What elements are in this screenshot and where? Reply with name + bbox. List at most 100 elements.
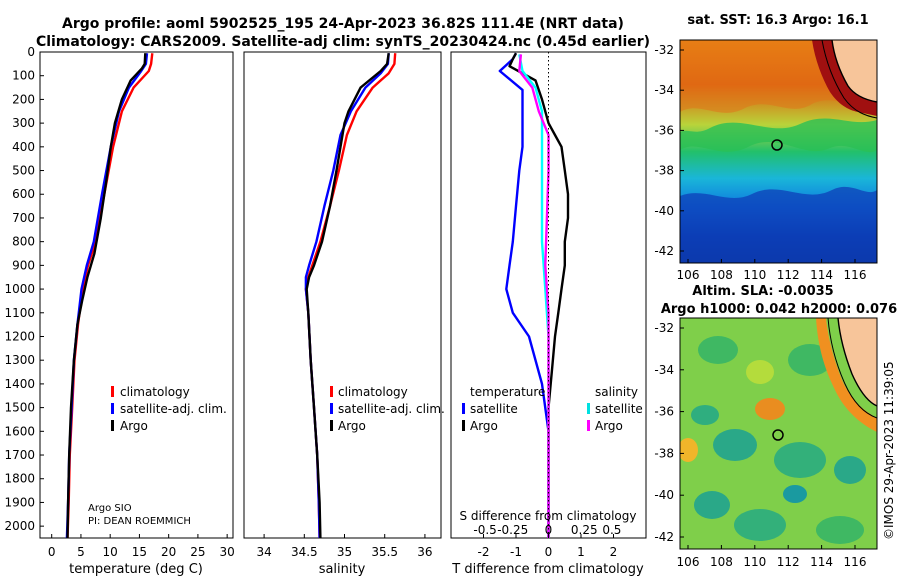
lon-tick-label: 108 (710, 268, 733, 282)
legend-label-satellite: satellite-adj. clim. (120, 402, 227, 416)
depth-tick-label: 1900 (4, 495, 35, 509)
sla-blob (834, 456, 866, 484)
lon-tick-label: 110 (743, 555, 766, 569)
lon-tick-label: 114 (810, 555, 833, 569)
depth-tick-label: 800 (12, 235, 35, 249)
lon-tick-label: 106 (677, 268, 700, 282)
x-tick-label: 15 (132, 545, 147, 559)
depth-tick-label: 1300 (4, 353, 35, 367)
lat-tick-label: -34 (654, 83, 674, 97)
sla-coastal-orange (816, 318, 877, 432)
lon-tick-label: 112 (777, 268, 800, 282)
lat-tick-label: -32 (654, 321, 674, 335)
sst-map-frame (679, 39, 878, 264)
sla-blob (774, 442, 826, 478)
depth-tick-label: 500 (12, 164, 35, 178)
x-tick-label: 10 (103, 545, 118, 559)
difference-xlabel: T difference from climatology (451, 562, 644, 577)
difference-series-layer (498, 52, 570, 538)
lon-tick-label: 116 (844, 555, 867, 569)
lat-tick-label: -42 (654, 530, 674, 544)
sla-blob (816, 516, 864, 544)
difference-legend: temperature satellite Argo salinity sate… (462, 385, 643, 433)
x-tick-label: 0 (545, 545, 553, 559)
salinity-diff-tick-label: 0 (545, 523, 553, 537)
sla-blob (734, 509, 786, 541)
series-s-satellite (518, 54, 550, 538)
sla-blob (698, 336, 738, 364)
salinity-panel-frame (243, 51, 442, 539)
legend-label-s-satellite: satellite (595, 402, 643, 416)
x-tick-label: 20 (161, 545, 176, 559)
lat-tick-label: -42 (654, 244, 674, 258)
lat-tick-label: -36 (654, 405, 674, 419)
s-difference-xlabel: S difference from climatology (460, 509, 637, 523)
salinity-legend: climatology satellite-adj. clim. Argo (330, 385, 445, 433)
legend-swatch-satellite (111, 403, 114, 414)
lon-tick-label: 116 (844, 268, 867, 282)
figure-title-line2: Climatology: CARS2009. Satellite-adj cli… (36, 34, 650, 50)
legend-label-t-satellite: satellite (470, 402, 518, 416)
depth-tick-label: 1700 (4, 448, 35, 462)
x-tick-label: 34 (256, 545, 271, 559)
imos-watermark: ©IMOS 29-Apr-2023 11:39:05 (882, 361, 896, 540)
legend-swatch-argo (111, 420, 114, 431)
depth-tick-label: 600 (12, 187, 35, 201)
sst-lon-ticks: 106 108 110 112 114 116 (677, 259, 867, 282)
legend-swatch-climatology (330, 386, 333, 397)
credit-line2: PI: DEAN ROEMMICH (88, 516, 191, 527)
x-tick-label: 0 (48, 545, 56, 559)
sla-lon-ticks: 106 108 110 112 114 116 (677, 545, 867, 569)
sst-lat-ticks: -32 -34 -36 -38 -40 -42 (654, 43, 684, 258)
sla-blob (783, 485, 807, 503)
salinity-diff-tick-label: 0.5 (602, 523, 621, 537)
salinity-xticks: 34 34.5 35 35.5 36 (256, 534, 433, 559)
sst-map-title: sat. SST: 16.3 Argo: 16.1 (687, 13, 868, 28)
sla-isobath (827, 318, 877, 419)
legend-header-salinity: salinity (595, 385, 638, 399)
legend-label-s-argo: Argo (595, 419, 623, 433)
difference-xticks: -2 -1 0 1 2 (478, 534, 618, 559)
sla-lat-ticks: -32 -34 -36 -38 -40 -42 (654, 321, 684, 544)
depth-tick-label: 1000 (4, 282, 35, 296)
x-tick-label: 36 (417, 545, 432, 559)
sst-cold-band (680, 186, 877, 263)
depth-tick-label: 300 (12, 116, 35, 130)
x-tick-label: -1 (510, 545, 522, 559)
legend-label-argo: Argo (120, 419, 148, 433)
figure-title-line1: Argo profile: aoml 5902525_195 24-Apr-20… (62, 16, 624, 32)
depth-tick-label: 700 (12, 211, 35, 225)
salinity-series-layer (304, 53, 397, 538)
sla-warm-eddy (755, 398, 785, 420)
x-tick-label: 30 (220, 545, 235, 559)
series-argo (66, 53, 147, 538)
sst-coastline (831, 40, 877, 103)
temperature-xticks: 0 5 10 15 20 25 30 (48, 534, 235, 559)
x-tick-label: 5 (77, 545, 85, 559)
lat-tick-label: -32 (654, 43, 674, 57)
salinity-xlabel: salinity (319, 562, 366, 577)
depth-tick-label: 1200 (4, 329, 35, 343)
series-argo (305, 53, 390, 538)
lon-tick-label: 106 (677, 555, 700, 569)
lon-tick-label: 112 (777, 555, 800, 569)
legend-label-climatology: climatology (338, 385, 408, 399)
salinity-diff-tick-label: -0.25 (497, 523, 528, 537)
legend-label-argo: Argo (338, 419, 366, 433)
sst-green-band (680, 118, 877, 153)
temperature-legend: climatology satellite-adj. clim. Argo (111, 385, 227, 433)
x-tick-label: 2 (610, 545, 618, 559)
sla-blob (713, 429, 757, 461)
sst-land (832, 40, 877, 102)
sla-map (680, 318, 877, 549)
legend-label-climatology: climatology (120, 385, 190, 399)
legend-swatch-t-argo (462, 420, 465, 431)
salinity-diff-tick-label: -0.5 (473, 523, 496, 537)
sst-argo-marker (771, 139, 783, 151)
depth-tick-label: 2000 (4, 519, 35, 533)
depth-tick-label: 1500 (4, 401, 35, 415)
lat-tick-label: -40 (654, 488, 674, 502)
salinity-diff-xticks: -0.5 -0.25 0 0.25 0.5 (473, 523, 621, 537)
sla-blob (746, 360, 774, 384)
depth-tick-label: 100 (12, 69, 35, 83)
